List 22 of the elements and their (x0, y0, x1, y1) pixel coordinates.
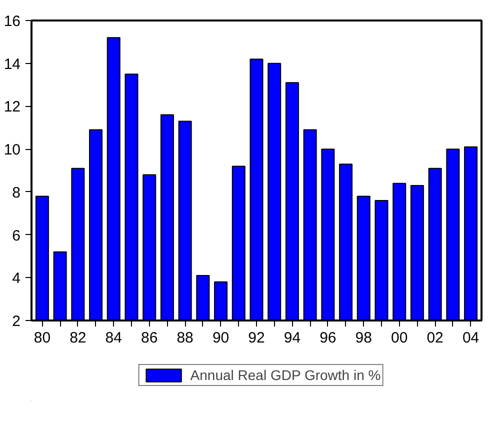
x-tick-label: 04 (462, 330, 480, 346)
y-tick-label: 6 (12, 227, 20, 244)
x-tick-label: 00 (391, 330, 408, 346)
x-tick-label: 92 (248, 330, 265, 346)
x-tick-label: 82 (70, 330, 86, 346)
legend-label: Annual Real GDP Growth in % (190, 367, 381, 383)
y-tick-label: 10 (4, 142, 21, 159)
x-tick-label: 90 (212, 330, 230, 346)
y-tick-label: 12 (4, 98, 21, 116)
y-tick-label: 2 (12, 313, 20, 330)
y-tick-label: 14 (4, 56, 21, 73)
x-tick-label: 86 (141, 330, 158, 346)
x-tick-label: 80 (34, 330, 51, 346)
x-tick-label: 94 (284, 330, 301, 346)
x-tick-label: 98 (355, 330, 372, 346)
y-tick-label: 16 (4, 13, 21, 30)
y-tick-label: 8 (12, 184, 20, 202)
x-tick-label: 02 (426, 330, 444, 346)
x-tick-label: 84 (105, 330, 122, 346)
x-tick-label: 96 (320, 330, 336, 346)
x-tick-label: 88 (176, 330, 194, 346)
y-tick-label: 4 (12, 270, 20, 288)
